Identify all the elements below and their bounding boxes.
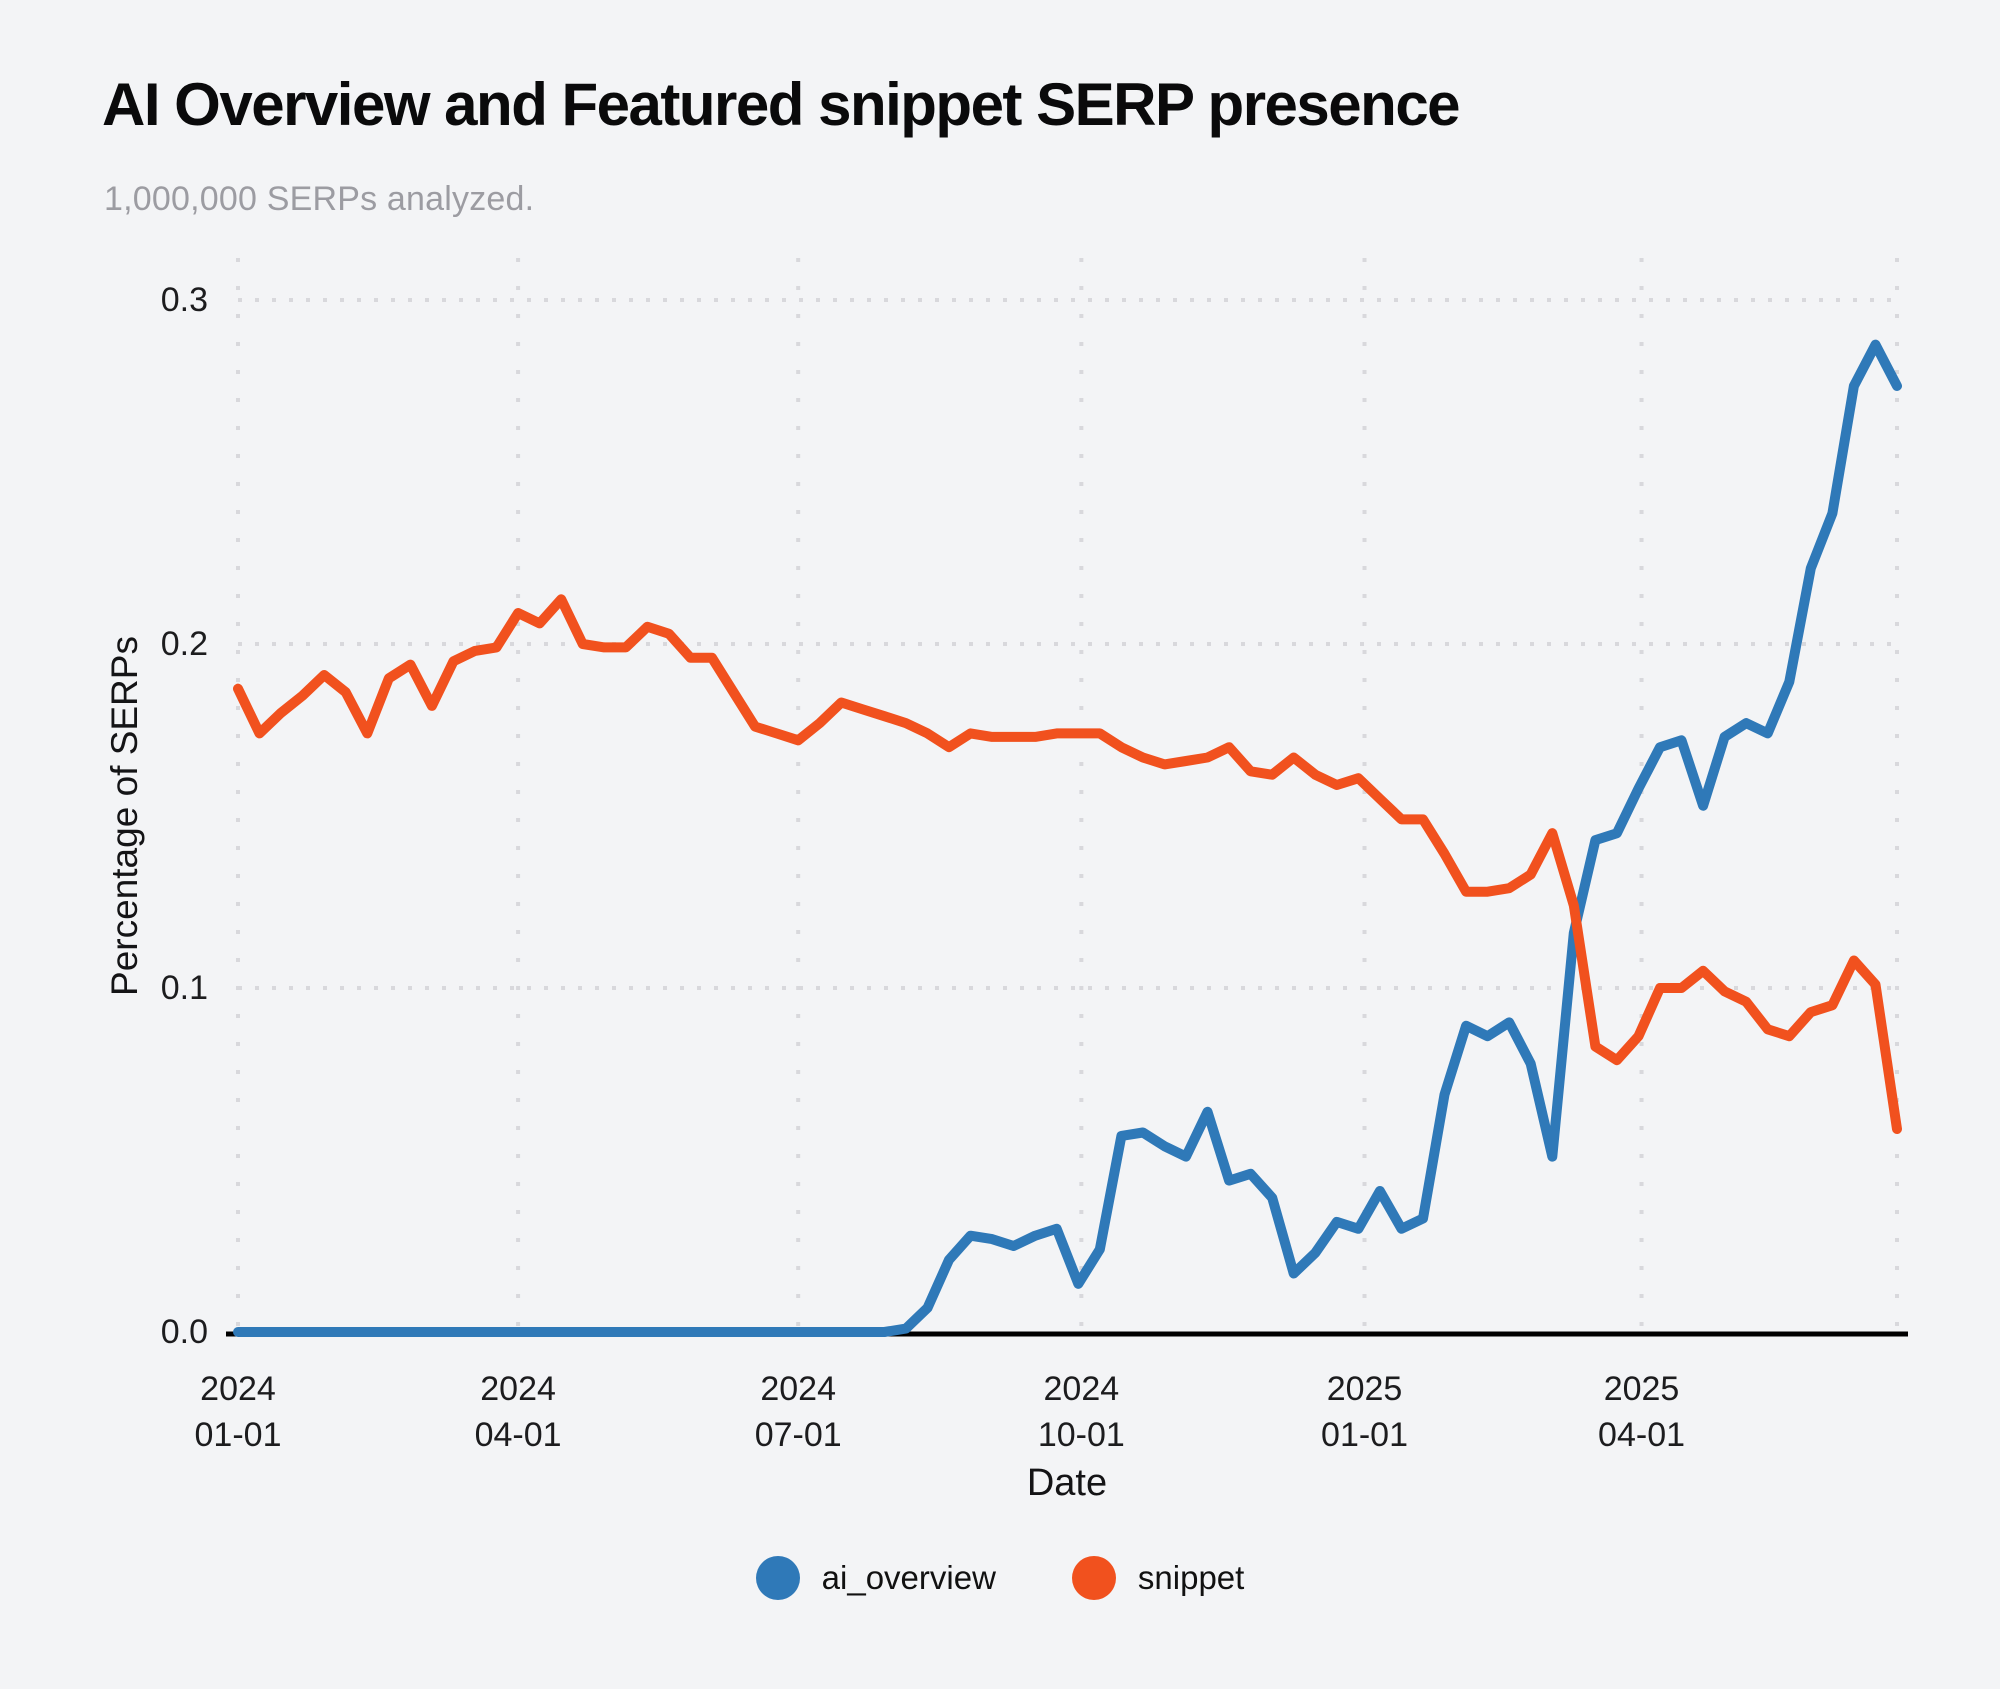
x-tick-label-2025-01-01: 2025 01-01 bbox=[1321, 1370, 1408, 1454]
legend-label-snippet: snippet bbox=[1137, 1559, 1245, 1596]
series-line-snippet bbox=[233, 594, 1902, 1134]
legend-marker-ai-overview-icon bbox=[755, 1556, 800, 1600]
y-tick-label-0.3: 0.3 bbox=[160, 281, 208, 319]
legend-item-snippet[interactable]: snippet bbox=[1071, 1556, 1245, 1600]
legend-label-ai-overview: ai_overview bbox=[821, 1559, 996, 1596]
y-tick-label-0.2: 0.2 bbox=[160, 625, 208, 663]
y-axis-title: Percentage of SERPs bbox=[104, 636, 145, 996]
y-tick-label-0.1: 0.1 bbox=[160, 969, 208, 1007]
page-title: AI Overview and Featured snippet SERP pr… bbox=[102, 71, 1461, 138]
y-tick-label-0.0: 0.0 bbox=[160, 1313, 208, 1351]
x-axis-title: Date bbox=[1026, 1462, 1108, 1504]
x-tick-label-2024-04-01: 2024 04-01 bbox=[474, 1370, 562, 1454]
x-tick-label-2024-10-01: 2024 10-01 bbox=[1037, 1370, 1125, 1454]
x-tick-label-2024-01-01: 2024 01-01 bbox=[194, 1370, 282, 1454]
series-line-ai_overview bbox=[233, 339, 1902, 1337]
x-tick-label-2025-04-01: 2025 04-01 bbox=[1598, 1370, 1686, 1454]
legend-marker-snippet-icon bbox=[1071, 1556, 1116, 1600]
x-tick-label-2024-07-01: 2024 07-01 bbox=[754, 1370, 842, 1454]
legend-item-ai-overview[interactable]: ai_overview bbox=[755, 1556, 996, 1600]
legend: ai_overview snippet bbox=[0, 1556, 2000, 1600]
page-subtitle: 1,000,000 SERPs analyzed. bbox=[104, 180, 535, 218]
